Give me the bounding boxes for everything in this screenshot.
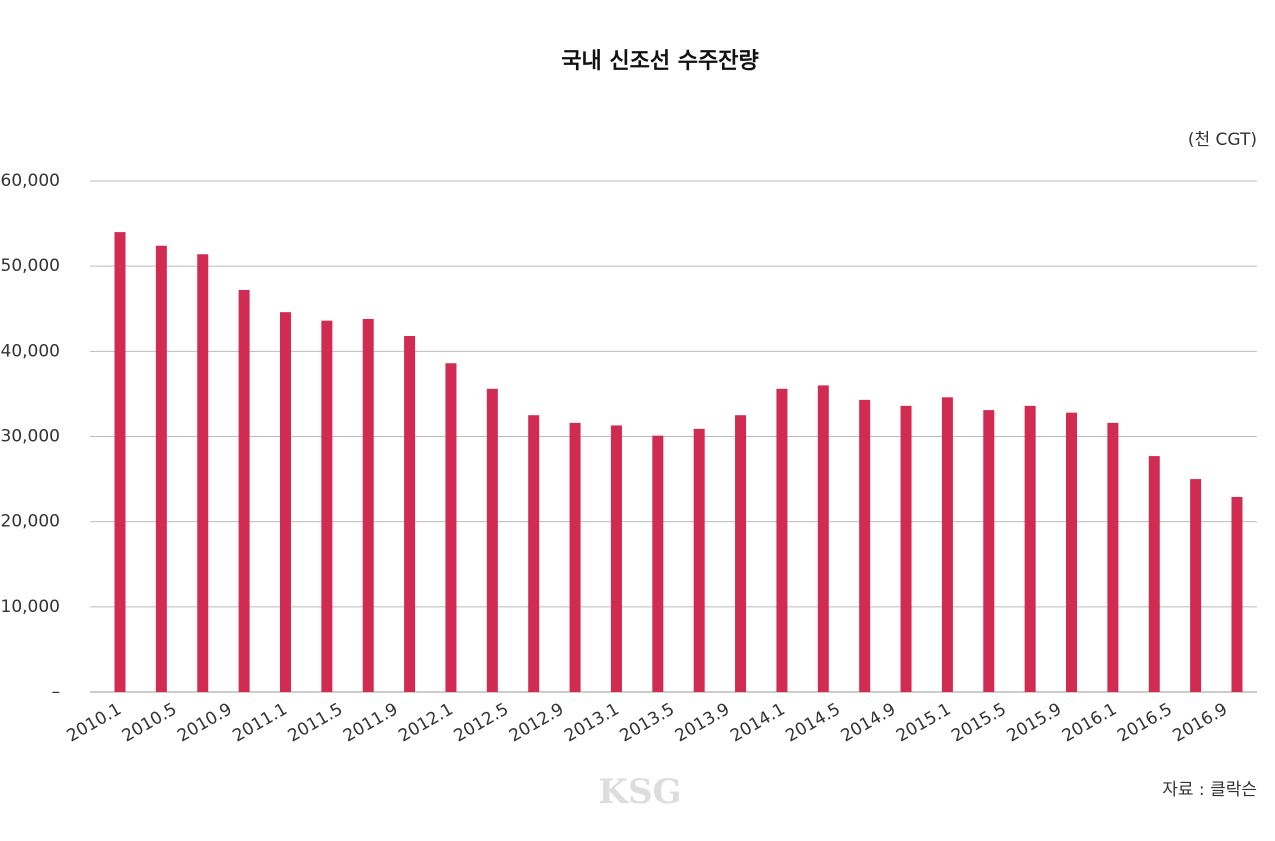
bar (817, 385, 829, 692)
x-tick-label: 2013.1 (561, 699, 623, 746)
bar (155, 245, 167, 692)
bar (528, 415, 540, 692)
x-tick-label: 2011.5 (285, 699, 347, 746)
x-tick-label: 2010.5 (119, 699, 181, 746)
bar (114, 232, 126, 692)
y-tick-label: 30,000 (1, 427, 60, 447)
bar (1066, 412, 1078, 692)
bar (279, 312, 291, 692)
bar (776, 388, 788, 692)
bar (404, 336, 416, 692)
source: 자료 : 클락슨 (1162, 780, 1257, 800)
bar (900, 405, 912, 692)
bar (983, 410, 995, 692)
bar (693, 428, 705, 692)
bar (321, 320, 333, 692)
bar (652, 435, 664, 692)
x-tick-label: 2011.9 (340, 699, 402, 746)
bar (362, 318, 374, 692)
bar (941, 397, 953, 692)
y-tick-label: 10,000 (1, 597, 60, 617)
x-tick-label: 2010.1 (63, 699, 125, 746)
bar (197, 254, 209, 692)
chart-title: 국내 신조선 수주잔량 (561, 49, 758, 74)
x-tick-label: 2014.9 (838, 699, 900, 746)
y-tick-label: 60,000 (1, 171, 60, 191)
y-tick-label: – (52, 682, 61, 702)
bar (486, 388, 498, 692)
bar (859, 399, 871, 692)
bar (445, 363, 457, 692)
x-tick-label: 2016.5 (1114, 699, 1176, 746)
unit-label: (천 CGT) (1188, 130, 1257, 150)
y-tick-label: 20,000 (1, 512, 60, 532)
bar (569, 422, 581, 692)
y-tick-label: 40,000 (1, 341, 60, 361)
bar (1148, 456, 1160, 692)
x-tick-label: 2013.9 (672, 699, 734, 746)
x-tick-label: 2016.1 (1059, 699, 1121, 746)
x-tick-label: 2015.1 (893, 699, 955, 746)
x-tick-label: 2015.5 (948, 699, 1010, 746)
bar (1024, 405, 1036, 692)
x-tick-label: 2012.9 (506, 699, 568, 746)
x-tick-label: 2015.9 (1004, 699, 1066, 746)
bar (610, 425, 622, 692)
y-tick-label: 50,000 (1, 256, 60, 276)
bar (1107, 422, 1119, 692)
x-tick-label: 2013.5 (616, 699, 678, 746)
x-tick-label: 2012.5 (451, 699, 513, 746)
x-tick-label: 2011.1 (229, 699, 291, 746)
bar (735, 415, 747, 692)
x-tick-label: 2010.9 (174, 699, 236, 746)
x-tick-label: 2014.5 (782, 699, 844, 746)
bar (1231, 496, 1243, 692)
x-tick-label: 2014.1 (727, 699, 789, 746)
x-tick-label: 2016.9 (1169, 699, 1231, 746)
watermark: KSG (598, 772, 681, 812)
bar (238, 290, 250, 692)
x-tick-label: 2012.1 (395, 699, 457, 746)
bar (1190, 479, 1202, 692)
